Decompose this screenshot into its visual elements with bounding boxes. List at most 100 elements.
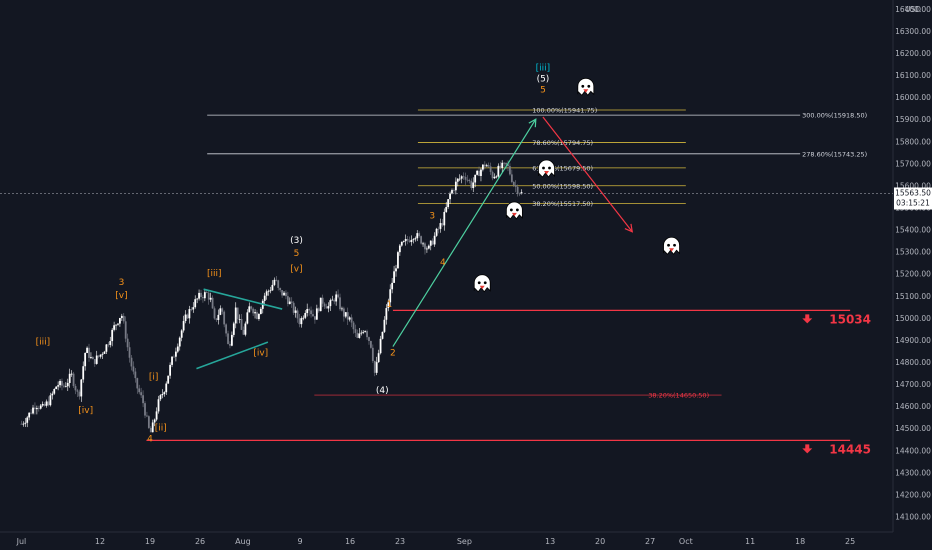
candle-body: [269, 290, 272, 292]
candle-body: [298, 318, 301, 325]
ghost-icon[interactable]: [505, 201, 523, 220]
candle-body: [319, 297, 322, 312]
candle-body: [460, 176, 463, 179]
candle-body: [232, 323, 235, 335]
drawings[interactable]: [196, 116, 634, 370]
candle-body: [277, 280, 280, 288]
candle-body: [120, 315, 123, 319]
candle-body: [221, 308, 224, 312]
candle-body: [184, 314, 187, 322]
candle-body: [286, 296, 289, 305]
candle-body: [93, 359, 96, 364]
time-axis-panel[interactable]: [0, 532, 893, 550]
candle-body: [424, 243, 426, 250]
candle-body: [364, 331, 367, 332]
wave-label: [iv]: [253, 348, 268, 358]
candle-body: [169, 364, 172, 376]
candle-body: [86, 347, 88, 353]
candle-body: [151, 422, 154, 433]
triangle-upper-line[interactable]: [203, 288, 283, 310]
wave-label: 1: [386, 300, 392, 310]
candle-body: [445, 207, 448, 212]
price-tick-label: 15700.00: [895, 159, 931, 168]
candle-body: [246, 312, 249, 324]
candle-body: [34, 407, 36, 410]
candle-body: [105, 344, 108, 352]
candle-body: [404, 238, 407, 242]
time-tick-label: 19: [145, 537, 155, 546]
ghost-eye: [477, 281, 481, 285]
candle-body: [263, 295, 266, 301]
candle-body: [408, 240, 411, 243]
ghost-icon[interactable]: [663, 236, 680, 255]
candle-body: [91, 357, 94, 360]
candle-body: [304, 313, 307, 318]
current-price-label: 15563.50: [895, 188, 931, 197]
wave-label: [iv]: [78, 406, 93, 416]
arrow-head-icon: [528, 118, 537, 128]
candle-body: [371, 347, 374, 362]
candle-body: [101, 353, 104, 355]
ghost-stickers[interactable]: [473, 77, 680, 293]
wave-label: 3: [429, 212, 435, 222]
red-fib-label: 38.20%(14650.50): [648, 392, 709, 400]
candle-body: [483, 164, 486, 167]
candle-body: [503, 162, 506, 164]
candle-body: [410, 239, 413, 243]
triangle-lower-line[interactable]: [196, 341, 269, 370]
candle-body: [476, 170, 479, 175]
ghost-icon[interactable]: [473, 274, 491, 293]
candle-body: [495, 176, 498, 178]
candle-body: [514, 185, 517, 187]
candle-body: [346, 312, 349, 320]
candle-body: [414, 238, 417, 240]
support-levels[interactable]: 15034 14445: [146, 309, 871, 456]
candle-body: [265, 291, 268, 296]
fib-level-label: 38.20%(15517.50): [532, 200, 593, 208]
candle-body: [406, 238, 409, 241]
support-level-label: 15034: [829, 312, 871, 326]
price-tick-label: 15100.00: [895, 292, 931, 301]
ghost-icon[interactable]: [577, 77, 595, 96]
candle-body: [186, 314, 189, 319]
candle-body: [462, 176, 465, 178]
candle-body: [493, 176, 496, 179]
arrow-head-icon: [624, 223, 634, 233]
candle-body: [387, 302, 390, 309]
ghost-body: [663, 236, 680, 255]
candle-body: [97, 355, 100, 357]
candle-body: [258, 313, 260, 319]
candle-body: [339, 297, 341, 310]
candle-body: [144, 403, 146, 416]
price-tick-label: 14100.00: [895, 513, 931, 522]
projection-up-arrow[interactable]: [392, 118, 537, 347]
candle-body: [55, 386, 58, 390]
price-axis-panel[interactable]: [893, 0, 932, 550]
ghost-icon[interactable]: [538, 159, 555, 178]
candle-body: [68, 373, 71, 383]
candle-body: [26, 417, 29, 423]
wave-label: (4): [376, 386, 389, 396]
candle-body: [317, 308, 320, 312]
time-tick-label: 25: [845, 537, 855, 546]
candle-body: [362, 331, 365, 333]
candle-body: [485, 165, 488, 167]
candle-body: [352, 322, 355, 330]
currency-label: USD: [905, 5, 921, 14]
wave-label: [iii]: [536, 64, 551, 74]
candle-body: [391, 282, 394, 290]
candle-body: [124, 321, 127, 339]
projection-down-arrow[interactable]: [542, 116, 633, 233]
candle-body: [456, 178, 459, 182]
candle-body: [43, 403, 46, 406]
candle-body: [256, 312, 258, 319]
candle-body: [203, 292, 206, 299]
candle-body: [57, 385, 60, 387]
wave-label: [iii]: [207, 269, 222, 279]
candle-body: [489, 166, 492, 172]
candle-body: [122, 315, 125, 322]
candle-body: [192, 307, 195, 310]
candle-body: [149, 427, 152, 433]
fib-level-label: 61.80%(15679.50): [532, 164, 593, 172]
